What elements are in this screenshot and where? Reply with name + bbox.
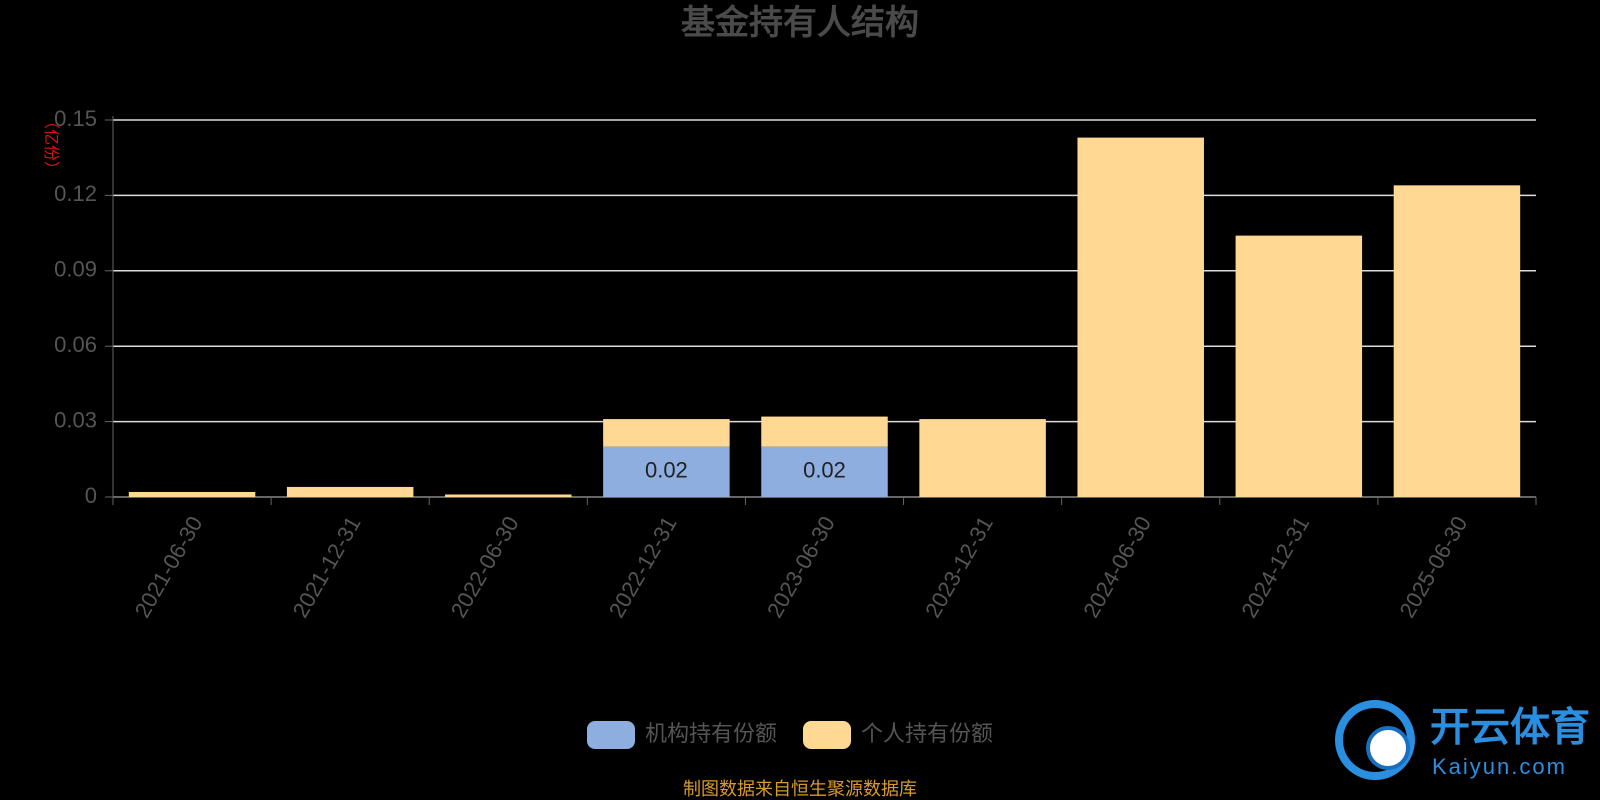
bar bbox=[1077, 137, 1204, 498]
x-tick-label: 2021-12-31 bbox=[288, 512, 366, 622]
bar bbox=[286, 486, 414, 497]
watermark-brand: 开云体育 bbox=[1430, 706, 1590, 750]
chart-title: 基金持有人结构 bbox=[681, 3, 919, 42]
bar bbox=[761, 416, 888, 447]
x-tick-label: 2024-06-30 bbox=[1078, 512, 1156, 622]
watermark-site: Kaiyun.com bbox=[1432, 754, 1567, 779]
y-tick-label: 0 bbox=[85, 483, 97, 508]
data-label: 0.02 bbox=[803, 458, 846, 483]
y-tick-label: 0.09 bbox=[54, 257, 97, 282]
watermark: 开云体育 Kaiyun.com bbox=[1335, 700, 1590, 780]
bar bbox=[761, 446, 888, 497]
y-tick-label: 0.15 bbox=[54, 106, 97, 131]
bar bbox=[445, 494, 572, 497]
bar bbox=[1235, 235, 1363, 497]
x-tick-label: 2022-06-30 bbox=[446, 512, 524, 622]
bar bbox=[1393, 185, 1521, 497]
x-tick-label: 2021-06-30 bbox=[129, 512, 207, 622]
logo-ring bbox=[1335, 700, 1415, 780]
y-unit: （亿份） bbox=[42, 113, 60, 177]
bar bbox=[128, 491, 256, 497]
y-tick-label: 0.06 bbox=[54, 332, 97, 357]
source-note: 制图数据来自恒生聚源数据库 bbox=[683, 779, 917, 799]
bar bbox=[603, 446, 730, 497]
x-tick-label: 2024-12-31 bbox=[1236, 512, 1314, 622]
data-label: 0.02 bbox=[645, 458, 688, 483]
logo-ball bbox=[1366, 726, 1410, 770]
x-tick-label: 2023-06-30 bbox=[762, 512, 840, 622]
legend-label: 机构持有份额 bbox=[645, 721, 777, 746]
x-tick-label: 2023-12-31 bbox=[920, 512, 998, 622]
bar bbox=[919, 419, 1046, 497]
bar bbox=[603, 419, 730, 447]
y-tick-label: 0.03 bbox=[54, 407, 97, 432]
legend-swatch bbox=[587, 721, 635, 749]
y-tick-label: 0.12 bbox=[54, 181, 97, 206]
legend-swatch bbox=[803, 721, 852, 749]
x-tick-label: 2025-06-30 bbox=[1394, 512, 1472, 622]
legend-label: 个人持有份额 bbox=[861, 721, 993, 746]
x-tick-label: 2022-12-31 bbox=[604, 512, 682, 622]
